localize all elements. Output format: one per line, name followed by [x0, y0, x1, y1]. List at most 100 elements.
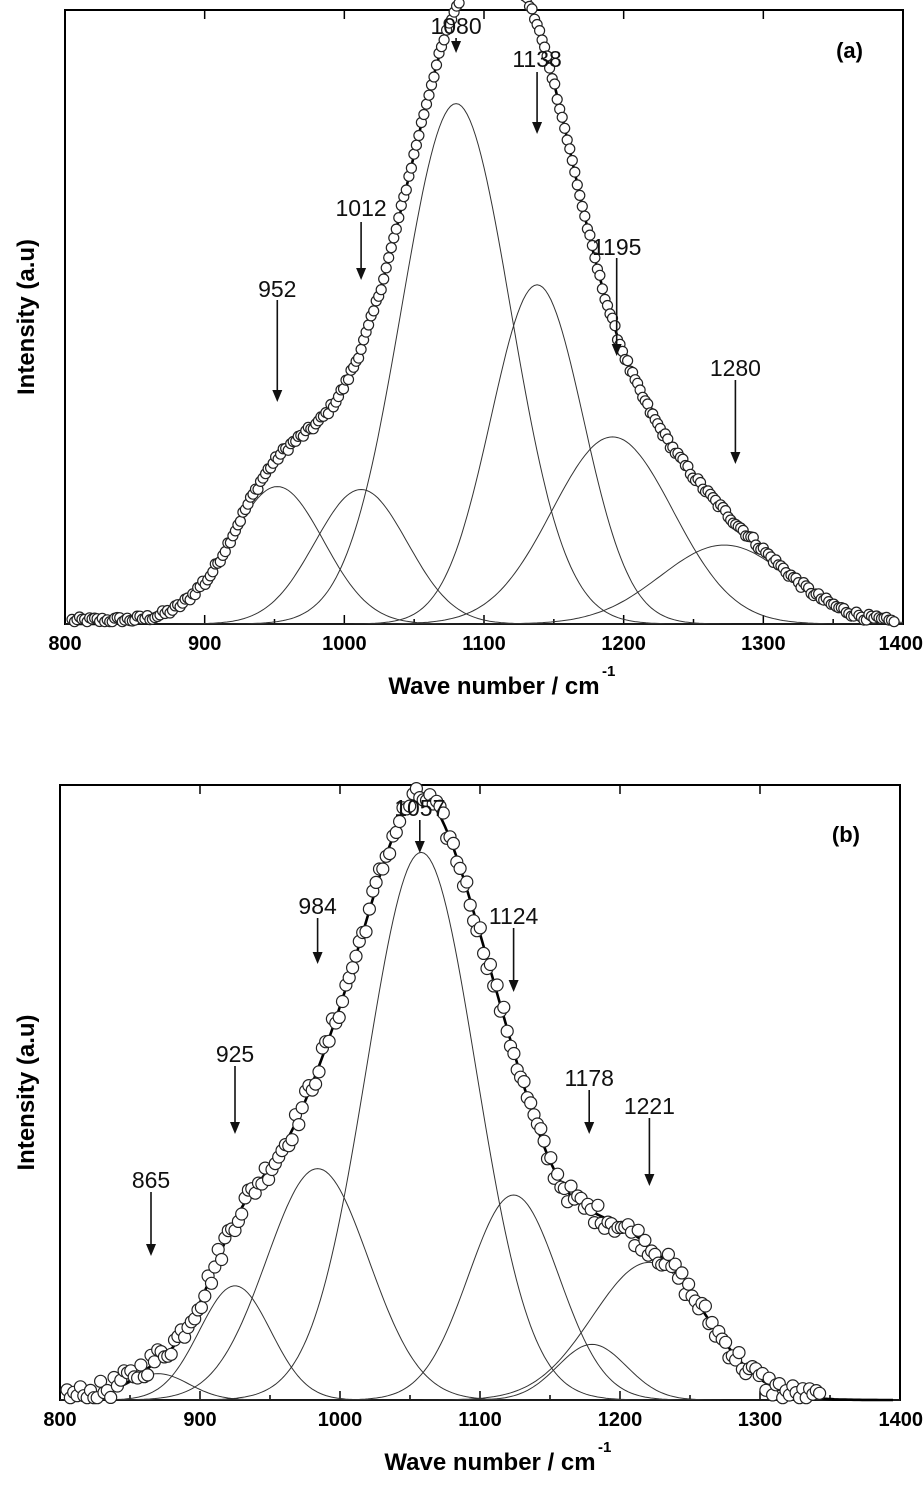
peak-arrow-head — [272, 390, 283, 402]
data-point — [681, 1277, 696, 1291]
peak-label-1195: 1195 — [592, 234, 641, 260]
x-axis-title-superscript: -1 — [598, 1439, 611, 1456]
peak-label-1178: 1178 — [564, 1065, 613, 1091]
data-point — [544, 1151, 558, 1165]
peak-arrow-head — [508, 980, 519, 992]
peak-arrow-head — [414, 841, 425, 853]
x-tick-label: 1000 — [322, 633, 367, 655]
panel-label: (b) — [832, 822, 860, 847]
peak-arrow-head — [451, 41, 462, 53]
data-point — [732, 1345, 746, 1360]
y-axis-title: Intensity (a.u) — [13, 239, 40, 395]
x-tick-label: 1300 — [738, 1409, 783, 1431]
data-point — [675, 1266, 689, 1280]
data-point — [423, 89, 435, 101]
data-point — [631, 1223, 645, 1237]
peak-arrow-head — [584, 1122, 595, 1134]
data-point — [549, 78, 561, 90]
data-point — [483, 957, 497, 972]
x-tick-label: 1200 — [598, 1409, 643, 1431]
data-point — [543, 62, 556, 74]
data-point — [410, 139, 422, 151]
data-point — [517, 1074, 531, 1089]
data-point — [576, 200, 588, 212]
peak-label-984: 984 — [298, 893, 337, 919]
data-point — [204, 1276, 219, 1290]
data-point — [385, 242, 397, 254]
data-point — [550, 1167, 565, 1181]
x-tick-label: 1400 — [879, 1409, 923, 1431]
data-point — [342, 373, 355, 386]
data-point — [405, 162, 417, 174]
data-point — [346, 961, 360, 975]
peak-arrow-head — [644, 1174, 655, 1186]
x-tick-label: 900 — [188, 633, 221, 655]
peak-arrow-head — [730, 452, 741, 464]
peak-arrow-head — [356, 268, 367, 280]
data-point — [215, 1252, 229, 1267]
component-peak-5 — [65, 544, 904, 625]
data-point — [375, 284, 387, 296]
data-point — [194, 1300, 208, 1315]
data-point — [413, 129, 425, 142]
data-point — [380, 262, 392, 274]
peak-label-865: 865 — [132, 1167, 170, 1193]
peak-label-1138: 1138 — [512, 46, 561, 72]
data-point — [473, 921, 487, 935]
x-tick-label: 1200 — [601, 633, 646, 655]
data-point — [574, 189, 586, 201]
x-axis-title-superscript: -1 — [602, 663, 615, 680]
peak-arrow-head — [146, 1244, 156, 1256]
data-point — [584, 229, 596, 241]
y-axis-title: Intensity (a.u) — [13, 1014, 40, 1170]
data-point — [497, 1000, 511, 1014]
data-point — [668, 1257, 682, 1271]
data-point — [164, 1347, 178, 1361]
data-point — [363, 319, 375, 331]
peak-label-1124: 1124 — [489, 903, 539, 929]
data-point — [463, 898, 477, 912]
data-point — [198, 1289, 212, 1303]
data-point — [393, 814, 407, 829]
data-point — [349, 949, 363, 963]
fit-envelope — [72, 0, 897, 626]
data-point — [332, 1010, 346, 1025]
data-point — [428, 71, 440, 83]
data-point — [812, 1386, 827, 1400]
peak-label-1080: 1080 — [430, 13, 481, 39]
data-point — [541, 50, 553, 62]
data-point — [292, 1117, 306, 1132]
data-point — [369, 875, 383, 890]
peak-label-1057: 1057 — [394, 795, 445, 821]
component-peak-3 — [65, 284, 903, 625]
data-point — [591, 1198, 605, 1212]
data-point — [368, 305, 380, 317]
data-point — [400, 184, 412, 196]
data-point — [586, 239, 599, 252]
data-point — [537, 1134, 551, 1148]
data-point — [490, 978, 504, 992]
x-tick-label: 800 — [43, 1409, 76, 1431]
data-point — [285, 1133, 299, 1147]
x-tick-label: 900 — [183, 1409, 216, 1431]
x-axis-title: Wave number / cm — [388, 673, 599, 700]
data-point — [446, 836, 460, 851]
component-peak-4 — [60, 1194, 900, 1401]
data-point — [403, 799, 417, 813]
peak-arrow-head — [611, 344, 622, 356]
data-point — [312, 1065, 326, 1079]
peak-label-925: 925 — [216, 1041, 254, 1067]
data-point — [295, 1101, 309, 1115]
data-point — [234, 515, 246, 527]
data-point — [564, 1179, 578, 1193]
peak-label-1012: 1012 — [336, 195, 387, 221]
data-point — [524, 1096, 538, 1110]
x-tick-label: 1000 — [318, 1409, 363, 1431]
data-point — [594, 269, 606, 281]
peak-label-1280: 1280 — [710, 355, 761, 381]
component-peak-2 — [65, 103, 903, 625]
data-point — [389, 825, 403, 840]
data-point — [362, 902, 376, 916]
data-point — [418, 108, 430, 121]
data-point — [141, 1368, 155, 1382]
